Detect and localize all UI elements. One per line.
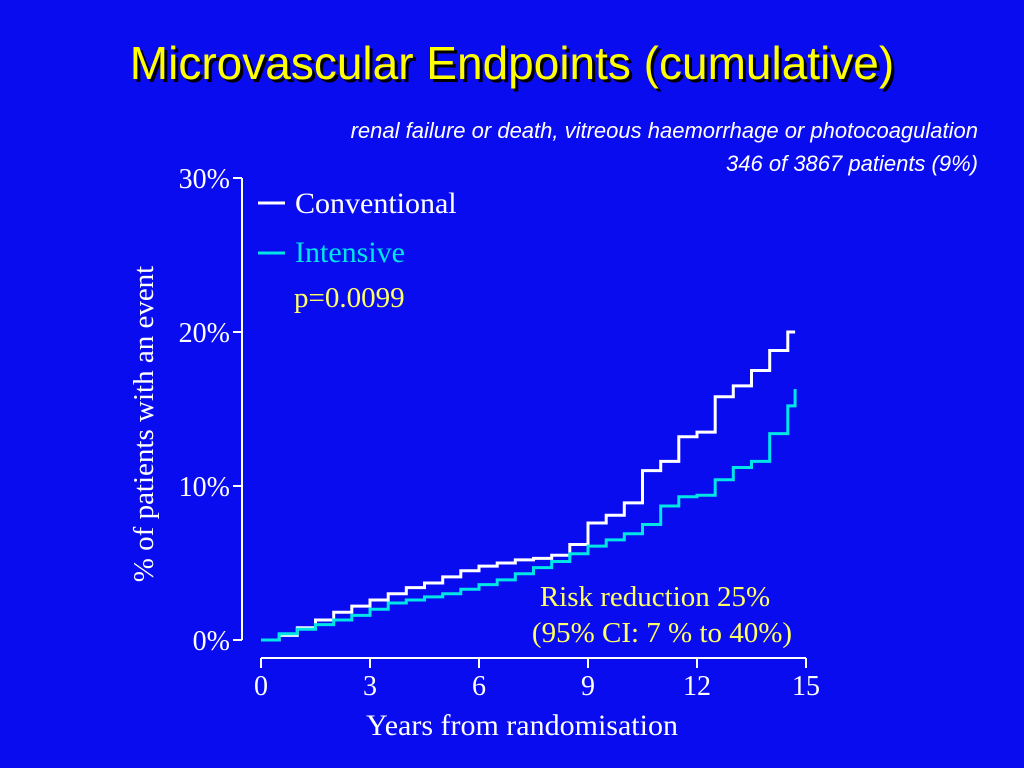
y-axis-title: % of patients with an event [128,266,160,583]
x-tick-label: 15 [792,671,820,702]
chart-axes: 0% 10% 20% 30% 0 3 6 9 12 15 [179,164,820,702]
chart-series [261,330,797,642]
series-line-conventional [261,330,796,642]
y-tick-label: 0% [193,626,230,657]
y-tick-label: 20% [179,318,230,349]
risk-reduction-annotation: Risk reduction 25% [540,581,770,613]
x-tick-label: 0 [254,671,268,702]
slide-subtitle: renal failure or death, vitreous haemorr… [351,114,978,180]
chart-legend: Conventional Intensive [258,187,457,269]
y-tick-label: 10% [179,472,230,503]
subtitle-endpoints: renal failure or death, vitreous haemorr… [350,118,978,143]
legend-label-conventional: Conventional [295,187,457,220]
x-tick-label: 12 [683,671,711,702]
confidence-interval-annotation: (95% CI: 7 % to 40%) [532,617,792,649]
x-tick-label: 3 [363,671,377,702]
legend-label-intensive: Intensive [295,236,405,269]
subtitle-patient-count: 346 of 3867 patients (9%) [726,151,978,176]
x-tick-label: 9 [581,671,595,702]
series-line-intensive [261,389,797,642]
x-tick-label: 6 [472,671,486,702]
y-tick-label: 30% [179,164,230,195]
slide-title: Microvascular Endpoints (cumulative) [129,37,895,89]
p-value-annotation: p=0.0099 [294,282,405,314]
x-axis-title: Years from randomisation [366,709,678,742]
